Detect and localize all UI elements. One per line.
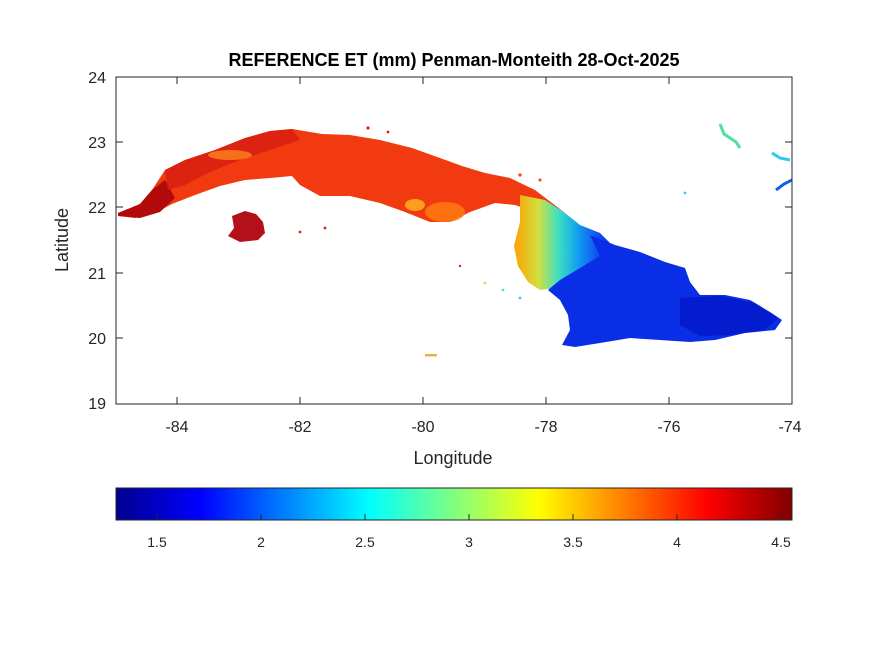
cuba-east-deep: [680, 296, 778, 336]
y-tick-label: 21: [88, 266, 106, 283]
southern-cay-6: [518, 296, 522, 300]
central-orange-patch-2: [405, 199, 425, 211]
southern-cay-5: [501, 288, 505, 292]
colorbar-tick-label: 1.5: [147, 534, 167, 550]
y-tick-label: 19: [88, 396, 106, 413]
y-ticks: [116, 141, 792, 339]
y-tick-label: 20: [88, 331, 106, 348]
plot-frame: [115, 76, 793, 405]
southern-cay-1: [298, 230, 302, 234]
west-orange-streak: [208, 150, 252, 160]
colorbar-tick-label: 3: [465, 534, 473, 550]
y-tick-labels: 19 20 21 22 23 24: [88, 70, 106, 413]
southern-cay-3: [458, 264, 462, 268]
northern-cay-1: [366, 126, 370, 130]
x-tick-label: -76: [657, 419, 680, 436]
x-axis-label: Longitude: [413, 448, 492, 468]
southern-cay-4: [483, 281, 487, 285]
northern-cay-2: [386, 130, 390, 134]
cuba-west-tip: [118, 180, 175, 218]
colorbar: 1.5 2 2.5 3 3.5 4 4.5: [115, 487, 793, 550]
isla-de-la-juventud: [228, 211, 265, 242]
southern-cay-2: [323, 226, 327, 230]
colorbar-gradient: [115, 487, 793, 521]
y-tick-label: 23: [88, 135, 106, 152]
x-ticks: [176, 77, 670, 404]
x-tick-label: -80: [411, 419, 434, 436]
x-tick-label: -78: [534, 419, 557, 436]
bahamas-fragment-4: [683, 191, 687, 195]
northern-cay-4: [538, 178, 542, 182]
chart-title: REFERENCE ET (mm) Penman-Monteith 28-Oct…: [228, 50, 679, 70]
colorbar-tick-label: 2.5: [355, 534, 375, 550]
bahamas-fragment-2: [771, 151, 791, 162]
colorbar-tick-label: 2: [257, 534, 265, 550]
x-tick-label: -84: [165, 419, 188, 436]
central-orange-patch-1: [425, 202, 465, 222]
x-tick-labels: -84 -82 -80 -78 -76 -74: [165, 419, 801, 436]
y-tick-label: 22: [88, 200, 106, 217]
colorbar-tick-label: 4: [673, 534, 681, 550]
colorbar-ticks: [156, 514, 782, 520]
southern-cay-7: [425, 354, 437, 357]
colorbar-tick-label: 3.5: [563, 534, 583, 550]
x-tick-label: -74: [778, 419, 801, 436]
colorbar-tick-label: 4.5: [771, 534, 791, 550]
bahamas-fragment-3: [775, 178, 792, 192]
x-tick-label: -82: [288, 419, 311, 436]
plot-area: [116, 77, 792, 404]
y-axis-label: Latitude: [52, 208, 72, 272]
y-tick-label: 24: [88, 70, 106, 87]
map-layer: [118, 123, 792, 357]
northern-cay-3: [518, 173, 522, 177]
bahamas-fragment-1: [718, 123, 742, 149]
